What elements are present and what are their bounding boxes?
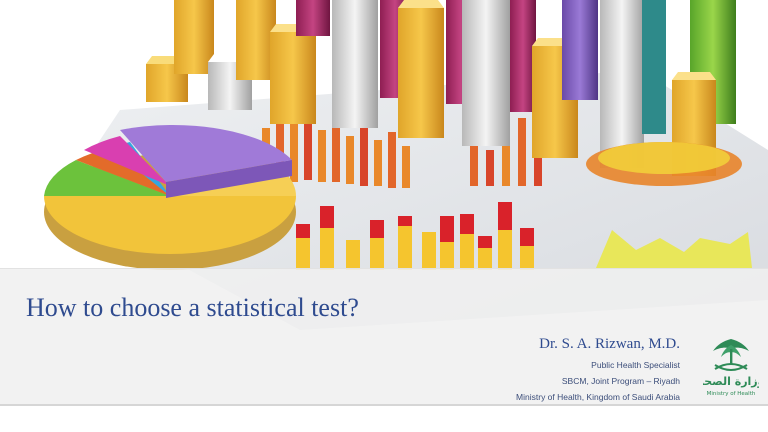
striped-bars-front bbox=[296, 202, 534, 270]
palm-swords-emblem-icon bbox=[713, 339, 749, 371]
ministry-of-health-logo: وزارة الصحة Ministry of Health bbox=[703, 339, 759, 397]
logo-english-text: Ministry of Health bbox=[707, 391, 756, 397]
divider-line bbox=[0, 404, 768, 406]
author-name: Dr. S. A. Rizwan, M.D. bbox=[539, 336, 680, 352]
striped-bars-back bbox=[262, 112, 542, 188]
author-block: Dr. S. A. Rizwan, M.D. Public Health Spe… bbox=[516, 336, 680, 405]
logo-arabic-text: وزارة الصحة bbox=[703, 375, 759, 388]
cube-bars bbox=[146, 0, 736, 176]
affiliation-program: SBCM, Joint Program – Riyadh bbox=[561, 376, 680, 386]
title-band bbox=[0, 268, 768, 405]
affiliation-role: Public Health Specialist bbox=[591, 360, 680, 370]
pie-chart bbox=[44, 125, 296, 270]
area-chart-right bbox=[596, 230, 752, 268]
slide-title: How to choose a statistical test? bbox=[26, 293, 359, 322]
affiliation-ministry: Ministry of Health, Kingdom of Saudi Ara… bbox=[516, 392, 680, 402]
